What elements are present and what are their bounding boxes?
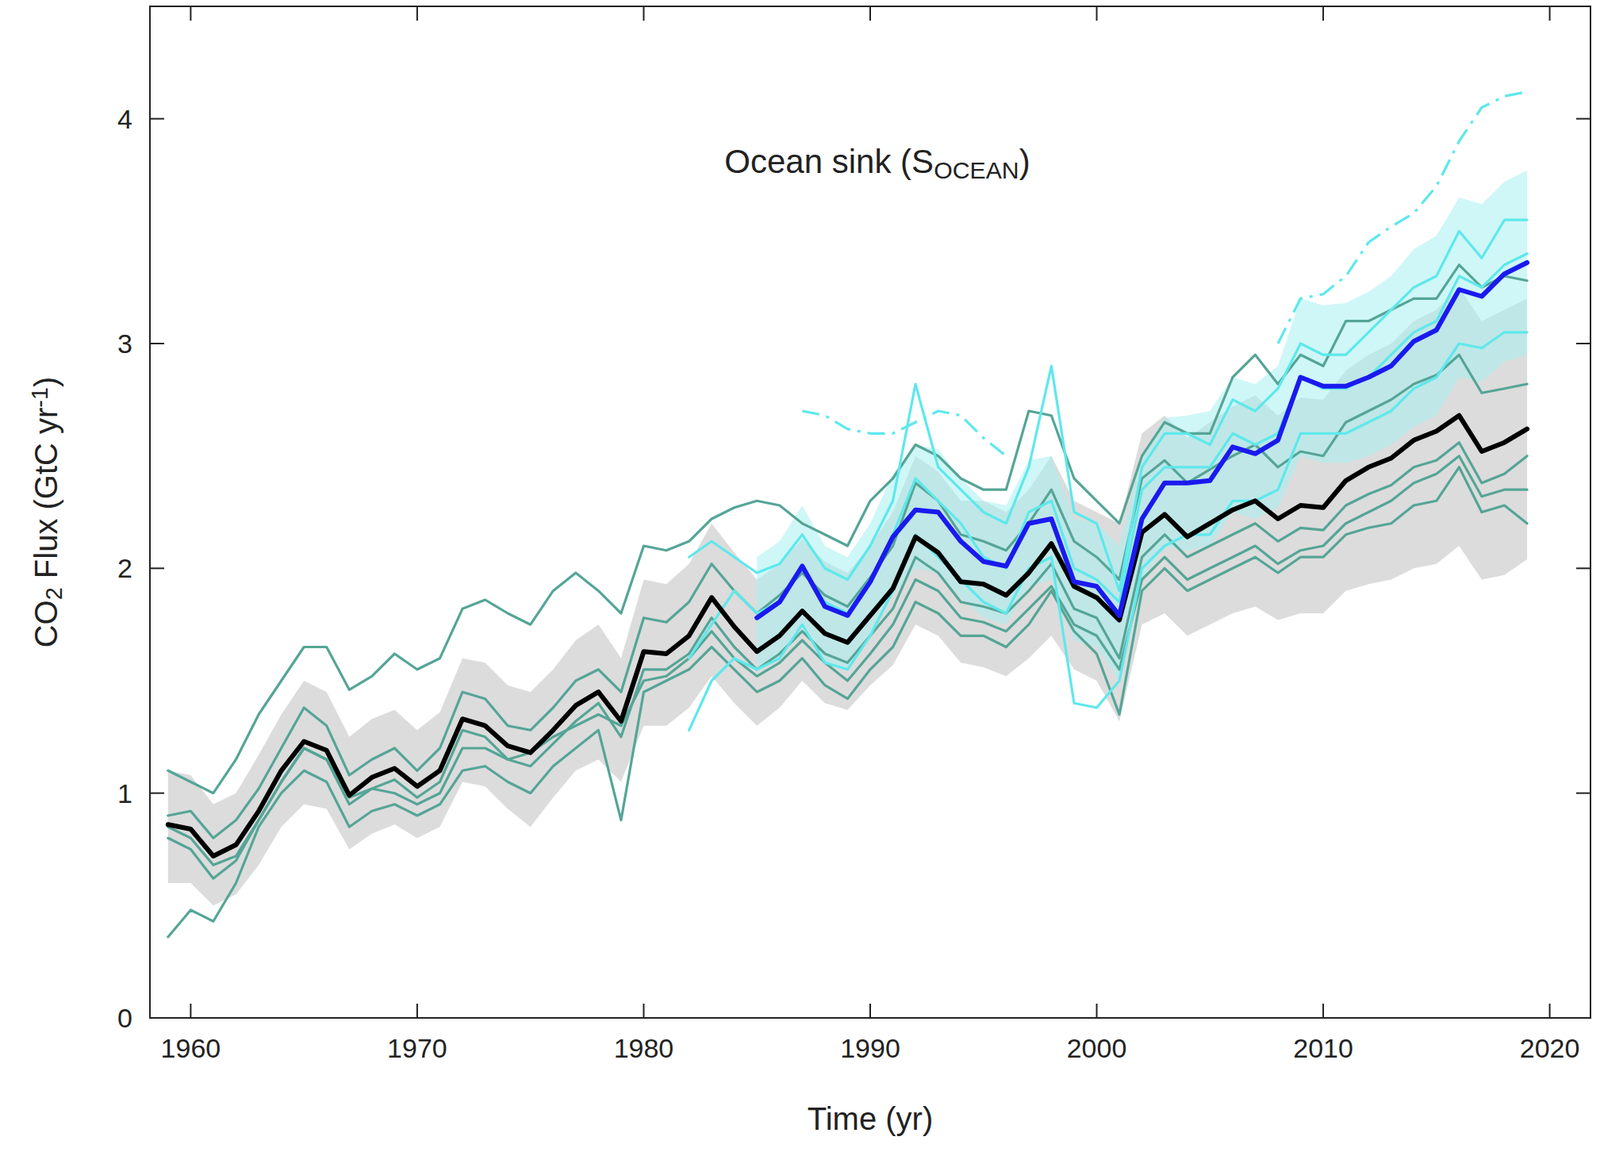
x-tick-label: 2000 (1066, 1032, 1128, 1063)
y-tick (149, 1016, 165, 1019)
y-tick (1576, 792, 1591, 795)
x-tick (869, 6, 871, 21)
series-line (168, 456, 1528, 866)
chart-title-part: Ocean sink (S (724, 142, 934, 181)
chart-title: Ocean sink (SOCEAN) (724, 142, 1030, 184)
background (0, 0, 1600, 1152)
y-axis-title-part: -1 (26, 387, 53, 408)
y-axis-title-part: ) (28, 376, 64, 388)
chart-title-part: OCEAN (933, 157, 1020, 184)
chart: 1960 1970 1980 1990 2000 2010 2020 0 1 2 3 4 Ocean s… (0, 0, 1600, 1152)
x-tick (869, 1003, 871, 1018)
x-tick-label: 1990 (840, 1032, 901, 1063)
y-tick (149, 567, 165, 569)
series-line (689, 219, 1528, 591)
y-tick (1576, 118, 1591, 120)
series-line (168, 467, 1528, 937)
y-tick-label: 1 (117, 778, 133, 809)
y-tick (1576, 342, 1591, 345)
y-tick (1576, 1016, 1591, 1019)
x-tick-label: 1960 (161, 1032, 222, 1063)
y-tick-label: 3 (117, 328, 133, 359)
x-tick-label: 1980 (613, 1032, 675, 1063)
y-tick-label: 0 (117, 1002, 133, 1033)
series-line (756, 262, 1528, 618)
y-tick-label: 2 (117, 552, 133, 584)
y-axis-title-part: CO (28, 599, 64, 648)
y-tick-label: 4 (117, 103, 133, 135)
y-tick (149, 342, 165, 345)
series-line (168, 415, 1528, 856)
y-axis-title-part: 2 (41, 587, 67, 600)
x-tick-label: 2020 (1519, 1032, 1581, 1063)
x-tick (1096, 1003, 1098, 1018)
x-tick-label: 2010 (1293, 1032, 1354, 1063)
series-line (689, 332, 1528, 731)
plot-frame (149, 6, 1591, 1018)
x-tick (642, 6, 645, 21)
series-line (168, 354, 1528, 838)
x-tick (416, 6, 419, 21)
y-axis-title-part: Flux (GtC yr (28, 407, 64, 588)
x-tick (189, 1003, 192, 1018)
chart-title-part: ) (1019, 142, 1031, 181)
x-tick (416, 1003, 419, 1018)
series-line (689, 253, 1528, 659)
uncertainty-band (756, 170, 1528, 681)
y-tick (1576, 567, 1591, 569)
plot-area (168, 92, 1528, 937)
x-tick (189, 6, 192, 21)
y-tick (149, 118, 165, 120)
y-tick (149, 792, 165, 795)
x-tick (1322, 1003, 1324, 1018)
x-tick (1549, 1003, 1551, 1018)
x-tick (1322, 6, 1324, 21)
x-tick (1549, 6, 1551, 21)
x-tick (642, 1003, 645, 1018)
x-tick-label: 1970 (387, 1032, 448, 1063)
y-axis-title: CO2 Flux (GtC yr-1) (26, 376, 67, 649)
x-axis-title: Time (yr) (807, 1101, 933, 1136)
x-tick (1096, 6, 1098, 21)
